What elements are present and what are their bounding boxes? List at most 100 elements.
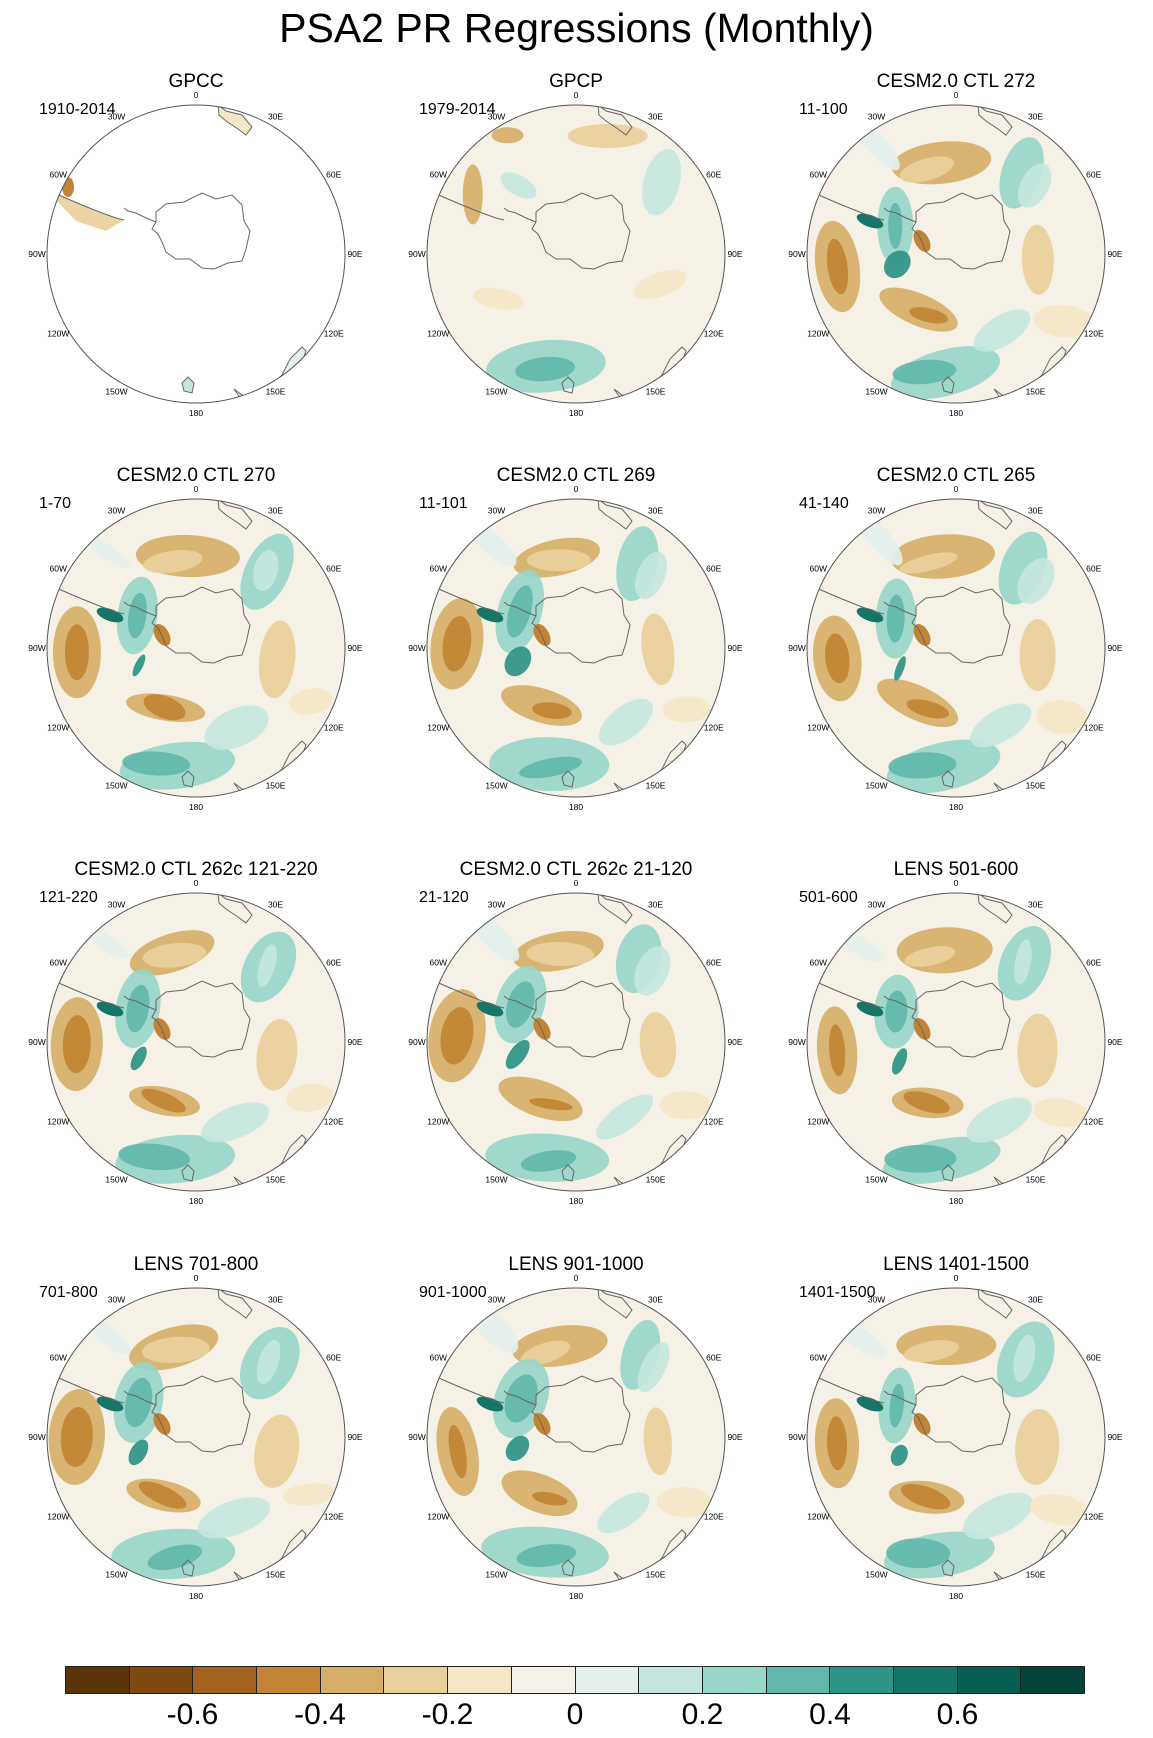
colorbar	[65, 1666, 1085, 1694]
longitude-label: 120E	[704, 723, 724, 733]
anomaly-field	[807, 499, 1105, 797]
longitude-label: 120E	[1084, 723, 1104, 733]
longitude-label: 30W	[108, 505, 125, 515]
longitude-label: 30E	[648, 111, 663, 121]
longitude-label: 90W	[408, 643, 425, 653]
colorbar-box	[766, 1667, 831, 1693]
longitude-label: 60E	[326, 564, 341, 574]
map-border	[46, 498, 346, 798]
longitude-label: 90W	[788, 643, 805, 653]
longitude-label: 90E	[1107, 1432, 1122, 1442]
longitude-label: 120W	[427, 1117, 449, 1127]
colorbar-tick-label: -0.2	[421, 1698, 474, 1731]
map-panel-gpcc: GPCC 1910-2014 0 30E 60E 90E 120E 150E 180 150W…	[6, 71, 386, 466]
longitude-label: 60E	[1086, 1353, 1101, 1363]
longitude-label: 0	[574, 1273, 579, 1283]
longitude-label: 120W	[807, 1512, 829, 1522]
colorbar-box	[257, 1667, 321, 1693]
longitude-label: 30E	[648, 505, 663, 515]
longitude-label: 60E	[326, 1353, 341, 1363]
longitude-label: 30W	[868, 1294, 885, 1304]
longitude-label: 150W	[485, 781, 507, 791]
longitude-label: 90W	[408, 1432, 425, 1442]
colorbar-box	[957, 1667, 1022, 1693]
colorbar-box	[66, 1667, 130, 1693]
longitude-label: 30W	[488, 505, 505, 515]
map-panel-ctl-262c-121: CESM2.0 CTL 262c 121-220 121-220 0 30E 60E…	[6, 859, 386, 1254]
colorbar-box	[129, 1667, 194, 1693]
anomaly-field	[47, 105, 345, 403]
longitude-label: 60E	[1086, 170, 1101, 180]
longitude-label: 150W	[865, 1570, 887, 1580]
longitude-label: 60W	[810, 958, 827, 968]
longitude-label: 30E	[1028, 899, 1043, 909]
map-panel-lens-701: LENS 701-800 701-800 0 30E 60E 90E 120E 150E 1…	[6, 1254, 386, 1649]
longitude-label: 60E	[1086, 564, 1101, 574]
longitude-label: 90E	[727, 1037, 742, 1047]
map-border	[806, 498, 1106, 798]
colorbar-box	[639, 1667, 703, 1693]
panel-title: CESM2.0 CTL 265	[876, 465, 1036, 486]
anomaly-field	[427, 893, 725, 1191]
longitude-label: 60W	[50, 170, 67, 180]
longitude-label: 30W	[488, 899, 505, 909]
polar-map: 0 30E 60E 90E 120E 150E 180 150W 120W 90W 60W 30W	[408, 484, 743, 812]
polar-map: 0 30E 60E 90E 120E 150E 180 150W 120W 90W 60W 30W	[788, 878, 1123, 1206]
longitude-label: 150E	[646, 1570, 666, 1580]
longitude-label: 180	[949, 408, 963, 418]
period-label: 901-1000	[419, 1284, 487, 1301]
longitude-label: 60E	[1086, 958, 1101, 968]
longitude-label: 150E	[266, 781, 286, 791]
longitude-label: 120E	[324, 329, 344, 339]
longitude-label: 180	[189, 1591, 203, 1601]
panel-title: CESM2.0 CTL 262c 121-220	[74, 859, 318, 880]
longitude-label: 30W	[868, 899, 885, 909]
longitude-label: 150E	[1026, 387, 1046, 397]
longitude-label: 150E	[646, 387, 666, 397]
panel-title: LENS 901-1000	[508, 1254, 644, 1275]
longitude-label: 90E	[347, 643, 362, 653]
longitude-label: 150W	[865, 387, 887, 397]
longitude-label: 0	[194, 1273, 199, 1283]
longitude-label: 90E	[347, 249, 362, 259]
longitude-label: 120W	[427, 1512, 449, 1522]
map-panel-gpcp: GPCP 1979-2014 0 30E 60E 90E 120E 150E 180 150W…	[386, 71, 766, 466]
longitude-label: 30E	[268, 505, 283, 515]
longitude-label: 90W	[788, 1037, 805, 1047]
longitude-label: 0	[574, 878, 579, 888]
longitude-label: 120W	[47, 329, 69, 339]
longitude-label: 120E	[704, 329, 724, 339]
map-panel-ctl-262c-21: CESM2.0 CTL 262c 21-120 21-120 0 30E 60E 90…	[386, 859, 766, 1254]
longitude-label: 30W	[868, 111, 885, 121]
longitude-label: 120W	[807, 329, 829, 339]
longitude-label: 150E	[266, 387, 286, 397]
map-panel-lens-1401: LENS 1401-1500 1401-1500 0 30E 60E 90E 120E 1…	[766, 1254, 1146, 1649]
longitude-label: 150E	[1026, 1175, 1046, 1185]
map-border	[46, 104, 346, 404]
longitude-label: 90E	[727, 1432, 742, 1442]
longitude-label: 30W	[108, 111, 125, 121]
longitude-label: 30E	[648, 1294, 663, 1304]
panel-title: CESM2.0 CTL 270	[116, 465, 276, 486]
longitude-label: 60E	[706, 958, 721, 968]
longitude-label: 30W	[488, 1294, 505, 1304]
longitude-label: 120E	[704, 1117, 724, 1127]
longitude-label: 90W	[28, 249, 45, 259]
longitude-label: 180	[569, 1196, 583, 1206]
longitude-label: 60W	[430, 958, 447, 968]
period-label: 1401-1500	[799, 1284, 876, 1301]
longitude-label: 60E	[706, 1353, 721, 1363]
anomaly-field	[807, 1288, 1105, 1586]
period-label: 1-70	[39, 495, 72, 512]
polar-map: 0 30E 60E 90E 120E 150E 180 150W 120W 90W 60W 30W	[408, 90, 743, 418]
longitude-label: 120W	[427, 329, 449, 339]
colorbar-box	[702, 1667, 767, 1693]
longitude-label: 60W	[430, 1353, 447, 1363]
map-panel-lens-901: LENS 901-1000 901-1000 0 30E 60E 90E 120E 150…	[386, 1254, 766, 1649]
longitude-label: 150E	[646, 781, 666, 791]
anomaly-field	[807, 893, 1105, 1191]
longitude-label: 180	[189, 1196, 203, 1206]
panel-title: CESM2.0 CTL 262c 21-120	[459, 859, 693, 880]
longitude-label: 90E	[727, 249, 742, 259]
longitude-label: 60W	[430, 170, 447, 180]
